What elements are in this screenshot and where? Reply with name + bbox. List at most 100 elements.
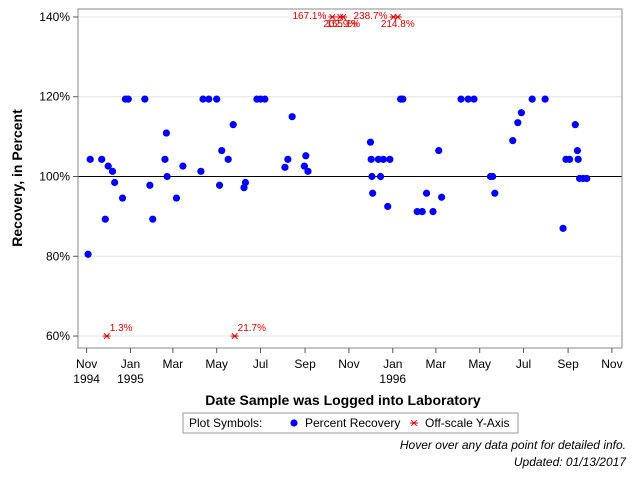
recovery-point [215,181,224,189]
x-tick-label: Jul [516,357,531,371]
recovery-point [386,155,394,163]
legend-circle-symbol [290,419,298,427]
x-tick-label: Mar [426,357,447,371]
recovery-point [84,250,92,258]
offscale-label: 1.3% [110,323,133,334]
x-tick-label: Nov [76,357,97,371]
recovery-point [491,189,499,197]
offscale-label: 238.7% [354,11,388,22]
data-points [84,95,591,258]
recovery-point [284,155,292,163]
recovery-point [435,146,443,155]
offscale-label: 155.1% [326,19,360,30]
offscale-label: 21.7% [238,323,266,334]
recovery-point [98,155,106,163]
recovery-point [205,95,213,103]
y-tick-label: 60% [46,329,70,343]
offscale-point [328,13,337,21]
recovery-point [288,113,296,121]
recovery-point [541,95,549,103]
offscale-point [339,13,348,21]
recovery-point [300,162,308,170]
recovery-point [429,208,437,216]
y-axis-title: Recovery, in Percent [9,109,25,247]
recovery-point [229,121,237,129]
recovery-point [399,95,407,103]
x-tick-year-label: 1995 [117,372,144,386]
y-tick-label: 80% [46,249,70,263]
recovery-point [118,194,127,202]
recovery-point [172,194,181,202]
recovery-point [281,163,289,171]
recovery-point [101,215,109,223]
offscale-label: 214.8% [381,19,415,30]
y-tick-label: 120% [39,90,70,104]
recovery-point [146,181,154,189]
recovery-point [374,155,382,163]
recovery-point [149,215,157,223]
y-tick-label: 140% [39,10,70,24]
recovery-point [379,155,388,163]
x-tick-label: Jan [121,357,140,371]
recovery-point [559,224,567,232]
asterisk-stroke [340,13,347,21]
recovery-point [367,155,375,163]
hover-note: Hover over any data point for detailed i… [399,438,626,452]
recovery-point [457,95,465,103]
recovery-point [179,162,187,170]
offscale-label: 167.1% [292,11,326,22]
y-axis: 60% 80% 100% 120% 140% [39,10,78,343]
recovery-point [573,146,582,155]
x-tick-label: May [468,357,491,371]
recovery-point [124,95,132,103]
asterisk-stroke [103,332,110,340]
x-tick-label: Nov [338,357,359,371]
recovery-point [162,129,170,137]
x-tick-label: Sep [557,357,579,371]
recovery-point [213,95,221,103]
legend-title: Plot Symbols: [189,416,262,430]
offscale-point [102,332,111,340]
offscale-point [393,13,402,21]
x-tick-label: Mar [163,357,184,371]
legend-item-off-scale: Off-scale Y-Axis [425,416,509,430]
recovery-point [517,109,525,117]
recovery-point [528,95,536,103]
offscale-point [230,332,239,340]
recovery-point [509,137,517,145]
asterisk-stroke [329,13,336,21]
recovery-point [384,202,392,211]
recovery-point [304,167,312,175]
plot-frame [77,8,623,349]
recovery-point [366,138,375,146]
x-axis-title: Date Sample was Logged into Laboratory [205,392,481,408]
updated-note: Updated: 01/13/2017 [513,455,626,469]
recovery-point [111,178,119,187]
recovery-point [161,155,169,163]
recovery-point [108,167,117,175]
recovery-point [376,172,385,181]
recovery-point [104,162,112,170]
recovery-point [224,155,232,163]
recovery-point [438,193,446,201]
legend-asterisk-symbol [410,419,418,427]
recovery-point [470,95,478,103]
legend-item-percent-recovery: Percent Recovery [305,416,400,430]
recovery-point [464,95,472,103]
recovery-point [413,208,421,216]
recovery-point [197,167,205,175]
y-tick-label: 100% [39,170,70,184]
recovery-point [302,152,310,160]
recovery-point [574,155,582,163]
recovery-point [489,172,497,181]
x-tick-label: Jul [253,357,268,371]
x-tick-label: Jan [383,357,402,371]
offscale-label: 202.9% [323,19,357,30]
recovery-point [86,155,94,163]
asterisk-stroke [231,332,238,340]
recovery-point [368,172,376,181]
recovery-point [418,208,426,216]
recovery-point [163,172,171,181]
